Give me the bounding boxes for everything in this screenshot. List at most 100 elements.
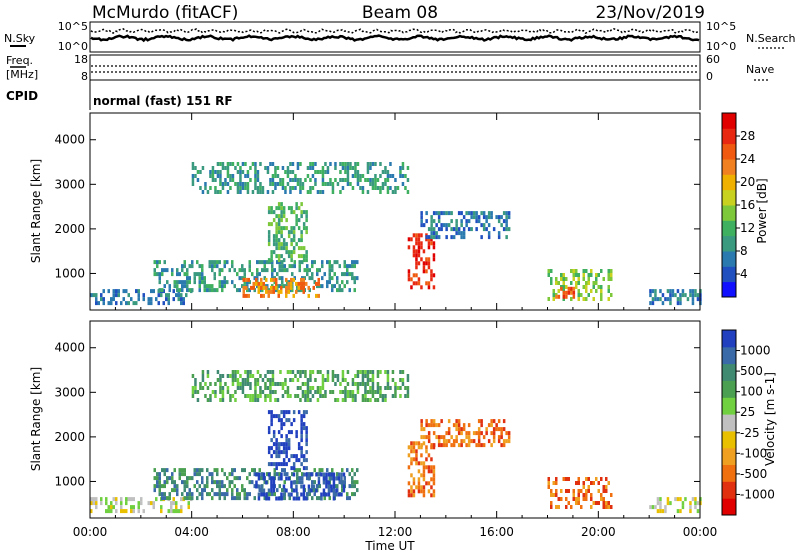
beam-title: Beam 08 bbox=[362, 3, 438, 23]
echo-cell bbox=[669, 293, 672, 298]
echo-cell bbox=[480, 431, 483, 436]
echo-cell bbox=[430, 485, 433, 490]
echo-cell bbox=[560, 273, 563, 277]
echo-cell bbox=[437, 423, 441, 428]
echo-cell bbox=[163, 284, 166, 289]
echo-cell bbox=[234, 378, 237, 382]
echo-cell bbox=[270, 484, 273, 489]
echo-cell bbox=[277, 226, 281, 231]
echo-cell bbox=[447, 427, 451, 432]
echo-cell bbox=[285, 277, 288, 282]
echo-cell bbox=[410, 489, 413, 494]
echo-cell bbox=[234, 398, 237, 402]
echo-cell bbox=[600, 493, 603, 497]
echo-cell bbox=[201, 496, 204, 501]
echo-cell bbox=[239, 382, 242, 386]
echo-cell bbox=[321, 170, 325, 174]
echo-cell bbox=[281, 280, 284, 285]
echo-cell bbox=[199, 386, 202, 390]
echo-cell bbox=[251, 394, 255, 398]
echo-cell bbox=[595, 477, 598, 481]
echo-cell bbox=[260, 492, 263, 497]
echo-cell bbox=[427, 281, 431, 286]
echo-cell bbox=[176, 284, 179, 289]
echo-cell bbox=[575, 285, 578, 289]
echo-cell bbox=[349, 394, 352, 398]
echo-cell bbox=[185, 293, 188, 298]
echo-cell bbox=[302, 488, 306, 493]
echo-cell bbox=[302, 289, 305, 294]
echo-cell bbox=[470, 439, 473, 444]
echo-cell bbox=[425, 261, 428, 266]
echo-cell bbox=[299, 370, 302, 374]
echo-cell bbox=[313, 468, 316, 473]
echo-cell bbox=[300, 246, 303, 251]
echo-cell bbox=[279, 178, 282, 182]
echo-cell bbox=[276, 272, 279, 277]
echo-cell bbox=[344, 390, 347, 394]
echo-cell bbox=[137, 297, 140, 302]
echo-cell bbox=[255, 484, 258, 489]
echo-cell bbox=[427, 489, 431, 494]
echo-cell bbox=[427, 453, 431, 458]
echo-cell bbox=[259, 374, 262, 378]
echo-cell bbox=[329, 162, 332, 166]
echo-cell bbox=[497, 439, 501, 444]
echo-cell bbox=[343, 264, 346, 269]
echo-cell bbox=[422, 469, 426, 474]
echo-cell bbox=[249, 394, 252, 398]
echo-cell bbox=[394, 186, 397, 190]
echo-cell bbox=[221, 162, 225, 166]
echo-cell bbox=[348, 264, 351, 269]
echo-cell bbox=[271, 174, 275, 178]
echo-cell bbox=[255, 480, 258, 485]
echo-cell bbox=[607, 277, 610, 281]
echo-cell bbox=[364, 394, 367, 398]
echo-cell bbox=[550, 277, 553, 281]
echo-cell bbox=[305, 472, 308, 477]
echo-cell bbox=[305, 250, 308, 255]
echo-cell bbox=[163, 468, 166, 473]
echo-cell bbox=[422, 427, 426, 432]
echo-cell bbox=[241, 162, 245, 166]
echo-cell bbox=[305, 254, 308, 259]
echo-cell bbox=[585, 289, 588, 293]
echo-cell bbox=[287, 206, 291, 211]
echo-cell bbox=[430, 231, 433, 236]
echo-cell bbox=[422, 265, 426, 270]
echo-cell bbox=[412, 493, 416, 498]
colorbar-swatch bbox=[722, 346, 736, 365]
echo-cell bbox=[555, 294, 558, 299]
echo-cell bbox=[277, 450, 281, 455]
echo-cell bbox=[425, 449, 428, 454]
echo-cell bbox=[271, 492, 274, 497]
echo-cell bbox=[331, 284, 334, 289]
echo-cell bbox=[226, 170, 230, 174]
echo-cell bbox=[432, 431, 436, 436]
echo-cell bbox=[168, 496, 171, 501]
echo-cell bbox=[186, 480, 189, 485]
echo-cell bbox=[412, 249, 416, 254]
echo-cell bbox=[597, 489, 600, 493]
echo-cell bbox=[457, 431, 461, 436]
echo-cell bbox=[302, 472, 306, 477]
echo-cell bbox=[253, 484, 256, 489]
echo-cell bbox=[341, 374, 345, 378]
echo-cell bbox=[679, 301, 682, 306]
echo-cell bbox=[241, 382, 245, 386]
echo-cell bbox=[301, 260, 304, 265]
echo-cell bbox=[435, 223, 438, 228]
echo-cell bbox=[460, 439, 463, 444]
echo-cell bbox=[275, 496, 278, 501]
echo-cell bbox=[211, 260, 214, 265]
echo-cell bbox=[228, 480, 231, 485]
echo-cell bbox=[306, 378, 310, 382]
echo-cell bbox=[689, 293, 692, 298]
echo-cell bbox=[285, 476, 288, 481]
echo-cell bbox=[256, 394, 260, 398]
echo-cell bbox=[322, 476, 326, 481]
echo-cell bbox=[183, 272, 186, 277]
echo-cell bbox=[269, 378, 272, 382]
echo-cell bbox=[381, 398, 385, 402]
